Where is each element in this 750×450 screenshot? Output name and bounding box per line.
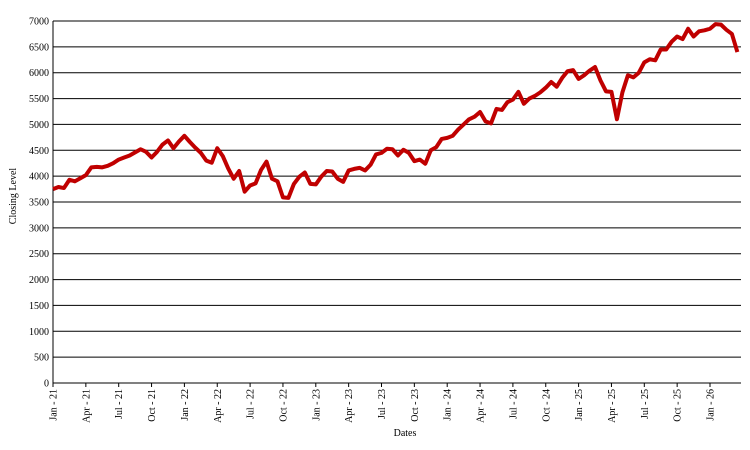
x-axis-label: Dates — [394, 428, 417, 439]
y-tick-label: 5500 — [29, 94, 49, 105]
x-tick-label: Jan - 25 — [574, 389, 585, 421]
y-tick-label: 1500 — [29, 301, 49, 312]
y-tick-label: 500 — [34, 353, 49, 364]
x-tick-label: Jul - 24 — [508, 389, 519, 419]
x-tick-label: Jul - 23 — [377, 389, 388, 419]
y-tick-label: 2500 — [29, 249, 49, 260]
x-tick-label: Oct - 23 — [410, 389, 421, 422]
y-tick-label: 3000 — [29, 223, 49, 234]
x-tick-label: Apr - 23 — [344, 389, 355, 423]
series-line — [52, 22, 740, 200]
x-tick-label: Apr - 21 — [81, 389, 92, 423]
x-tick-label: Oct - 25 — [673, 389, 684, 422]
y-tick-label: 6000 — [29, 68, 49, 79]
x-tick-label: Jan - 23 — [311, 389, 322, 421]
x-tick-label: Apr - 22 — [213, 389, 224, 423]
x-tick-label: Jan - 21 — [49, 389, 60, 421]
x-tick-label: Oct - 22 — [278, 389, 289, 422]
x-tick-label: Jan - 22 — [180, 389, 191, 421]
y-tick-label: 4500 — [29, 146, 49, 157]
x-tick-label: Oct - 24 — [541, 389, 552, 422]
y-tick-label: 6500 — [29, 42, 49, 53]
x-tick-label: Apr - 25 — [607, 389, 618, 423]
y-tick-label: 0 — [44, 379, 49, 390]
y-tick-label: 1000 — [29, 327, 49, 338]
x-tick-label: Jan - 24 — [443, 389, 454, 421]
x-tick-label: Jan - 26 — [706, 389, 717, 421]
y-tick-label: 3500 — [29, 198, 49, 209]
y-tick-label: 2000 — [29, 275, 49, 286]
y-tick-label: 7000 — [29, 17, 49, 28]
y-axis-label: Closing Level — [8, 168, 19, 225]
x-tick-label: Jul - 25 — [640, 389, 651, 419]
y-tick-label: 5000 — [29, 120, 49, 131]
x-tick-label: Jul - 22 — [246, 389, 257, 419]
x-tick-label: Jul - 21 — [114, 389, 125, 419]
x-tick-label: Oct - 21 — [147, 389, 158, 422]
x-tick-label: Apr - 24 — [476, 389, 487, 423]
y-tick-label: 4000 — [29, 172, 49, 183]
